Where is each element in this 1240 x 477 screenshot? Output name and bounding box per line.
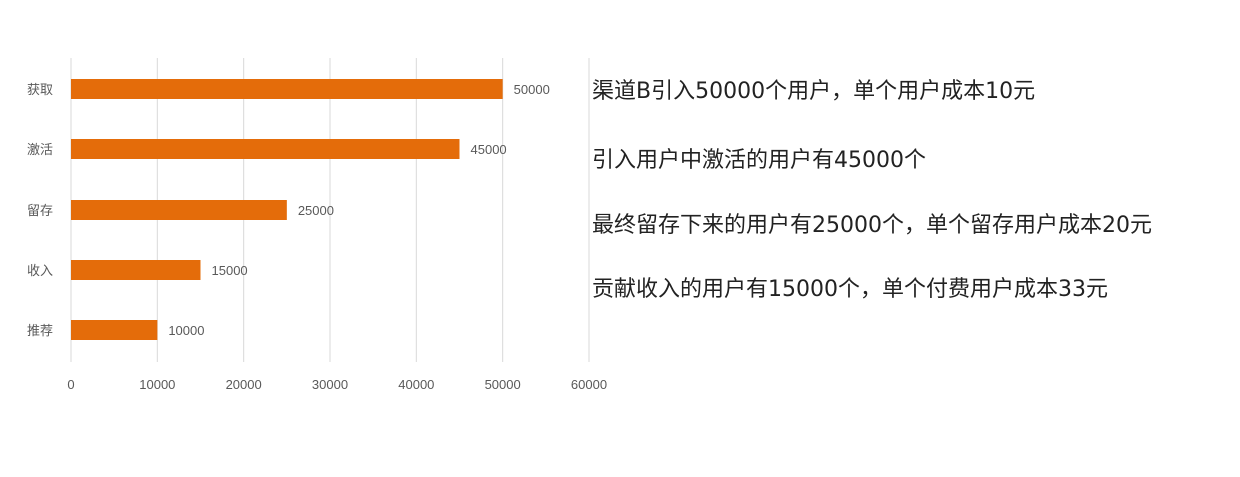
note-retention: 最终留存下来的用户有25000个，单个留存用户成本20元 — [592, 213, 1152, 238]
category-label: 获取 — [27, 83, 53, 98]
data-label: 50000 — [514, 82, 550, 97]
data-label: 15000 — [212, 263, 248, 278]
bars — [71, 79, 503, 340]
x-tick-label: 20000 — [226, 377, 262, 392]
x-tick-label: 40000 — [398, 377, 434, 392]
data-label: 10000 — [168, 323, 204, 338]
category-label: 推荐 — [27, 324, 53, 339]
note-acquisition: 渠道B引入50000个用户，单个用户成本10元 — [592, 79, 1036, 104]
x-tick-label: 50000 — [485, 377, 521, 392]
x-tick-label: 10000 — [139, 377, 175, 392]
x-tick-label: 30000 — [312, 377, 348, 392]
x-tick-label: 0 — [67, 377, 74, 392]
category-label: 留存 — [27, 204, 53, 219]
bar — [71, 320, 158, 340]
category-label: 收入 — [27, 264, 53, 279]
data-label: 45000 — [471, 142, 507, 157]
bar — [71, 139, 460, 159]
data-labels: 50000 45000 25000 15000 10000 — [168, 82, 549, 338]
bar — [71, 200, 287, 220]
bar — [71, 260, 201, 280]
note-revenue: 贡献收入的用户有15000个，单个付费用户成本33元 — [592, 277, 1108, 302]
x-tick-label: 60000 — [571, 377, 607, 392]
category-label: 激活 — [27, 143, 53, 158]
x-axis-ticks: 0 10000 20000 30000 40000 50000 60000 — [67, 377, 607, 392]
bar — [71, 79, 503, 99]
note-activation: 引入用户中激活的用户有45000个 — [592, 148, 926, 173]
data-label: 25000 — [298, 203, 334, 218]
